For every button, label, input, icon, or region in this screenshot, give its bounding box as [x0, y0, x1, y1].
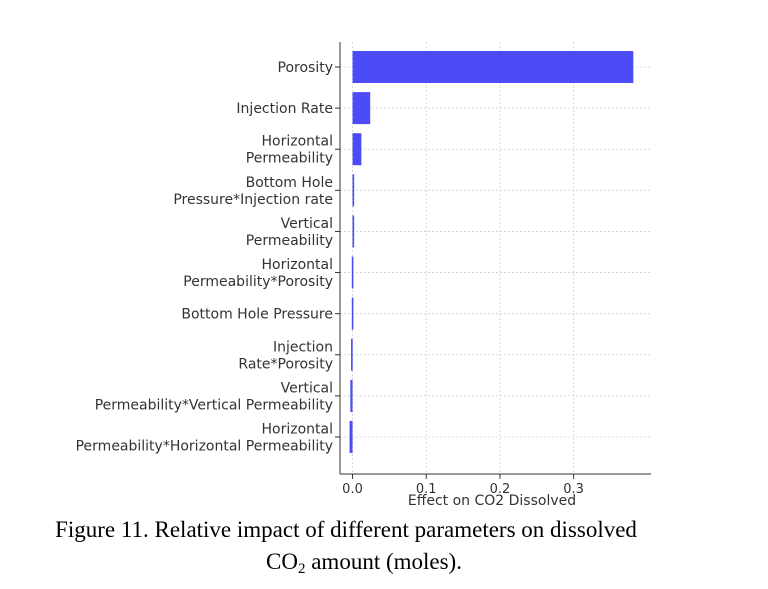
figure-caption-line-2: CO2 amount (moles).: [0, 549, 748, 577]
category-label: Porosity: [278, 60, 333, 76]
caption-subscript: 2: [297, 561, 306, 577]
bar: [352, 133, 362, 166]
category-label: Injection: [273, 339, 333, 355]
x-tick-label: 0.2: [490, 482, 511, 497]
category-label: Horizontal: [262, 422, 333, 438]
bar: [352, 92, 371, 125]
bar: [351, 338, 353, 371]
category-label: Permeability*Vertical Permeability: [95, 397, 333, 413]
grid-lines: [340, 42, 651, 474]
category-label: Vertical: [281, 380, 333, 396]
bar: [349, 421, 353, 453]
figure-caption-line-1: Figure 11. Relative impact of different …: [0, 517, 730, 543]
bar: [351, 256, 354, 289]
caption-line-1-text: Figure 11. Relative impact of different …: [55, 517, 637, 542]
category-label: Pressure*Injection rate: [173, 192, 333, 208]
bar: [352, 51, 634, 83]
category-label: Rate*Porosity: [238, 356, 333, 372]
x-ticks: 0.0 0.1 0.2 0.3: [342, 474, 584, 497]
caption-co: CO: [266, 549, 298, 574]
x-tick-label: 0.3: [563, 482, 584, 497]
bar: [352, 215, 355, 248]
x-axis-title: Effect on CO2 Dissolved: [408, 493, 576, 509]
category-label: Injection Rate: [236, 101, 333, 117]
bar: [350, 379, 353, 412]
category-label: Bottom Hole Pressure: [181, 307, 333, 323]
category-label: Vertical: [281, 216, 333, 232]
category-label: Permeability*Porosity: [183, 274, 333, 290]
category-label: Permeability: [246, 233, 333, 249]
bar: [352, 174, 355, 207]
bar-group: [349, 51, 634, 453]
category-label: Horizontal: [262, 257, 333, 273]
caption-rest: amount (moles).: [305, 549, 462, 574]
axes: [339, 42, 651, 475]
category-label: Permeability*Horizontal Permeability: [76, 439, 333, 455]
x-tick-label: 0.0: [342, 482, 363, 497]
category-label: Bottom Hole: [246, 175, 333, 191]
bar: [351, 297, 354, 330]
category-label: Permeability: [246, 151, 333, 167]
chart: 0.0 0.1 0.2 0.3 Porosity Injection Rate Horiz…: [76, 42, 651, 509]
category-label: Horizontal: [262, 134, 333, 150]
x-tick-label: 0.1: [416, 482, 437, 497]
